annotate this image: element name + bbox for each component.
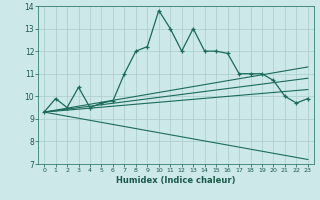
X-axis label: Humidex (Indice chaleur): Humidex (Indice chaleur) xyxy=(116,176,236,185)
